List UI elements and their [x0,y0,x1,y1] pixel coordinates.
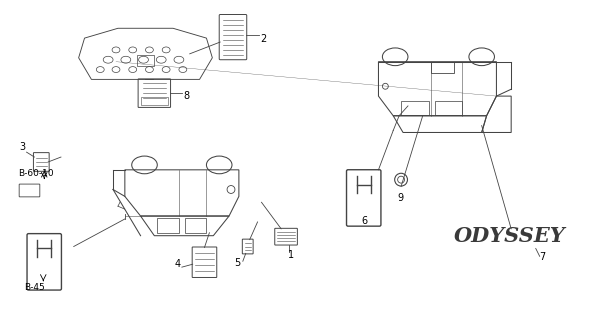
Text: 5: 5 [234,258,240,268]
Text: 6: 6 [362,216,368,226]
Bar [430,62,454,74]
Text: 7: 7 [540,252,546,262]
Bar [140,97,168,105]
Text: 1: 1 [288,250,294,260]
Text: B-45: B-45 [25,283,46,292]
Text: 3: 3 [20,142,26,152]
Text: B-60-10: B-60-10 [18,169,53,178]
Bar [137,55,155,66]
Bar [157,218,179,233]
Text: 2: 2 [260,34,267,44]
Bar [185,218,207,233]
Text: 9: 9 [397,193,403,203]
Bar [435,101,462,115]
Text: 4: 4 [175,259,181,269]
Text: ODYSSEY: ODYSSEY [454,226,566,245]
Bar [401,101,429,115]
Text: 8: 8 [184,91,190,101]
